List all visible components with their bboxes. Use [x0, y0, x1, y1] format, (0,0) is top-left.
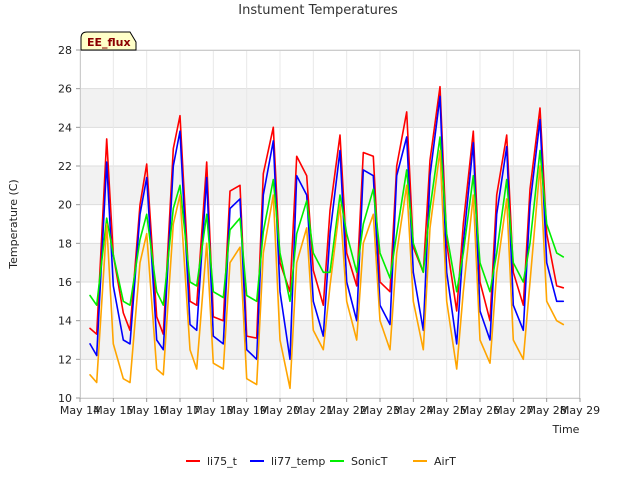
plot-band — [80, 127, 580, 166]
legend-label: AirT — [434, 455, 456, 468]
x-tick-label: May 26 — [460, 404, 500, 417]
x-tick-label: May 23 — [360, 404, 400, 417]
x-tick-label: May 17 — [160, 404, 200, 417]
plot-band — [80, 50, 580, 89]
plot-band — [80, 359, 580, 398]
series-layer — [89, 85, 565, 390]
y-tick-label: 26 — [58, 83, 72, 96]
y-tick-label: 18 — [58, 237, 72, 250]
ee-flux-badge: EE_flux — [80, 31, 137, 51]
x-tick-label: May 24 — [393, 404, 433, 417]
x-tick-label: May 20 — [260, 404, 300, 417]
y-tick-label: 16 — [58, 276, 72, 289]
legend-label: li75_t — [207, 455, 238, 468]
legend-label: li77_temp — [271, 455, 325, 468]
x-tick-label: May 25 — [427, 404, 467, 417]
y-tick-label: 24 — [58, 121, 72, 134]
series-line-li75-t — [89, 85, 565, 339]
y-tick-label: 14 — [58, 315, 72, 328]
x-tick-label: May 15 — [93, 404, 133, 417]
x-axis-title: Time — [552, 423, 580, 436]
y-tick-label: 12 — [58, 353, 72, 366]
x-tick-label: May 19 — [227, 404, 267, 417]
series-line-airt — [89, 149, 565, 390]
x-tick-label: May 16 — [127, 404, 167, 417]
plot-frame — [80, 50, 580, 399]
x-tick-label: May 22 — [327, 404, 367, 417]
y-tick-label: 10 — [58, 392, 72, 405]
x-tick-label: May 21 — [293, 404, 333, 417]
y-tick-label: 22 — [58, 160, 72, 173]
x-tick-label: May 14 — [60, 404, 100, 417]
badge-shape — [80, 31, 137, 51]
legend: li75_t li77_temp SonicT AirT — [186, 455, 456, 468]
badge-label: EE_flux — [87, 36, 131, 49]
legend-label: SonicT — [351, 455, 388, 468]
chart-title: Instument Temperatures — [238, 3, 398, 18]
x-tick-label: May 27 — [493, 404, 533, 417]
y-tick-label: 28 — [58, 44, 72, 57]
plot-band — [80, 166, 580, 205]
series-line-sonict — [89, 136, 565, 307]
y-tick-label: 20 — [58, 199, 72, 212]
y-axis-ticks: 10 12 14 16 18 20 22 24 26 28 — [58, 44, 80, 405]
x-tick-label: May 18 — [193, 404, 233, 417]
plot-band — [80, 88, 580, 128]
y-axis-title: Temperature (C) — [7, 179, 20, 269]
x-tick-label: May 29 — [560, 404, 600, 417]
x-tick-label: May 28 — [527, 404, 567, 417]
